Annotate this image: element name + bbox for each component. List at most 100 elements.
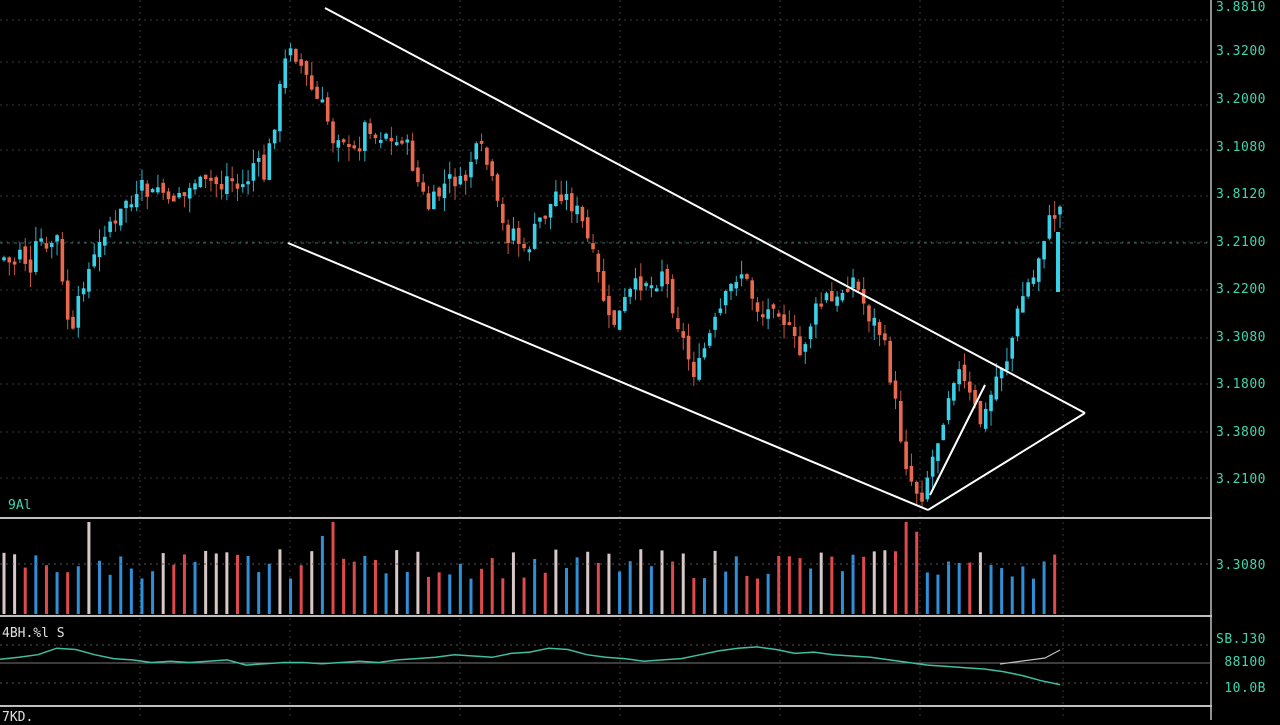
volume-bar	[787, 556, 791, 614]
candle-body	[134, 194, 139, 208]
candle-body	[612, 310, 617, 325]
candle-body	[952, 383, 956, 401]
candle-body	[686, 335, 691, 360]
candle-body	[65, 280, 70, 320]
candle-body	[405, 139, 410, 143]
volume-bar	[2, 552, 6, 614]
candle-body	[893, 380, 898, 399]
candle-body	[723, 291, 728, 306]
candle-body	[978, 400, 983, 425]
candle-body	[936, 443, 940, 461]
candle-body	[39, 238, 43, 242]
candle-body	[108, 221, 112, 233]
candle-body	[432, 191, 436, 210]
volume-bar	[660, 550, 664, 614]
volume-bar	[267, 563, 271, 614]
candle-body	[97, 242, 102, 258]
candle-body	[994, 376, 999, 400]
candle-body	[633, 278, 638, 290]
volume-bar	[957, 562, 961, 614]
candle-body	[580, 206, 585, 222]
volume-bar	[342, 558, 346, 614]
candle-body	[946, 398, 951, 421]
candle-body	[596, 253, 601, 273]
candle-body	[278, 83, 282, 132]
candle-body	[421, 182, 426, 192]
candle-body	[973, 389, 977, 405]
volume-bar	[373, 559, 377, 614]
price-axis-label: 3.2100	[1216, 235, 1266, 250]
candle-body	[485, 147, 489, 165]
candle-body	[734, 281, 739, 289]
candle-body	[225, 176, 229, 195]
volume-bar	[575, 557, 579, 614]
oscillator-axis-label: 10.0B	[1224, 681, 1266, 696]
candle-body	[495, 174, 500, 201]
candle-body	[755, 302, 760, 312]
candle-body	[644, 283, 648, 287]
candle-body	[681, 331, 686, 338]
candle-body	[628, 288, 632, 297]
candle-body	[463, 174, 468, 181]
candle-body	[156, 187, 160, 193]
candle-body	[28, 259, 33, 273]
candle-body	[872, 317, 877, 326]
candle-body	[198, 176, 203, 188]
volume-bar	[554, 549, 558, 614]
candle-body	[458, 175, 463, 185]
candle-body	[209, 177, 213, 181]
volume-bar	[734, 556, 738, 614]
candle-body	[214, 177, 219, 185]
volume-bar	[533, 558, 537, 614]
volume-bar	[522, 577, 526, 614]
candle-body	[909, 465, 914, 482]
candle-body	[1058, 206, 1062, 215]
candle-body	[172, 195, 176, 202]
volume-bar	[713, 550, 717, 614]
volume-bar	[204, 550, 208, 614]
candle-body	[654, 288, 659, 292]
volume-bar	[320, 535, 324, 614]
volume-bar	[384, 573, 388, 614]
candle-body	[320, 99, 325, 103]
candle-body	[76, 296, 81, 328]
candle-body	[564, 194, 569, 200]
candle-body	[124, 200, 128, 209]
trendline	[324, 7, 1086, 414]
volume-bar	[819, 552, 823, 614]
volume-bar	[458, 563, 462, 614]
trendline	[927, 412, 1086, 511]
candle-body	[103, 236, 107, 246]
candle-body	[129, 204, 134, 208]
volume-bar	[840, 571, 844, 614]
price-axis-label: 3.2200	[1216, 282, 1266, 297]
candle-body	[808, 326, 813, 340]
volume-bar	[692, 578, 696, 614]
candle-body	[352, 145, 357, 149]
candle-body	[830, 290, 834, 302]
candle-body	[118, 208, 123, 226]
volume-bar	[681, 553, 685, 614]
price-axis-label: 3.8810	[1216, 0, 1266, 15]
volume-bar	[628, 561, 632, 614]
volume-bar	[872, 551, 876, 614]
oscillator-axis-label: SB.J30	[1216, 632, 1266, 647]
candle-body	[670, 279, 675, 314]
volume-bar	[225, 552, 229, 614]
price-axis-label: 3.3200	[1216, 44, 1266, 59]
volume-bar	[851, 554, 855, 614]
price-axis-label: 3.2000	[1216, 92, 1266, 107]
volume-bar	[586, 551, 590, 614]
candle-body	[861, 288, 866, 304]
candle-body	[745, 274, 749, 279]
volume-bar	[1031, 578, 1035, 614]
candle-body	[591, 243, 595, 250]
candle-body	[7, 257, 12, 263]
volume-bar	[23, 567, 27, 614]
candle-body	[373, 134, 378, 139]
candle-body	[1056, 232, 1060, 292]
volume-bar	[246, 555, 250, 614]
volume-bar	[925, 572, 929, 614]
candle-body	[272, 129, 277, 144]
